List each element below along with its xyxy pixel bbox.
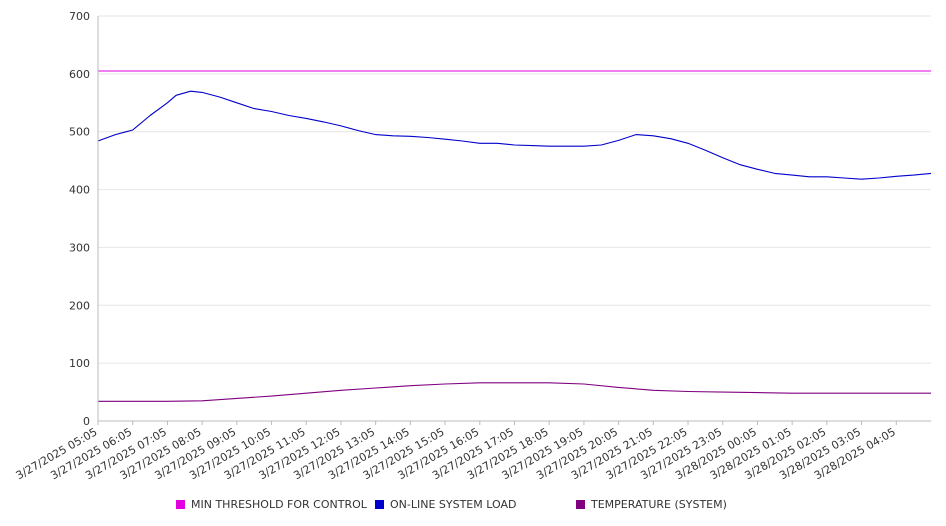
y-axis-ticks: 0 100 200 300 400 500 600 700 [69,10,90,428]
legend-item: ON-LINE SYSTEM LOAD [375,498,516,511]
y-tick-label: 0 [83,415,90,428]
legend-swatch [375,500,384,509]
legend-swatch [176,500,185,509]
legend-label: ON-LINE SYSTEM LOAD [390,498,517,511]
y-tick-label: 700 [69,10,90,23]
y-tick-label: 400 [69,184,90,197]
x-axis-ticks: 3/27/2025 05:053/27/2025 06:053/27/2025 … [14,421,898,482]
legend-label: TEMPERATURE (SYSTEM) [591,498,727,511]
y-tick-label: 200 [69,299,90,312]
y-tick-label: 500 [69,126,90,139]
series-lines [97,70,932,402]
y-tick-label: 300 [69,241,90,254]
axes [97,16,931,422]
y-tick-label: 100 [69,357,90,370]
grid-lines [98,15,931,364]
y-tick-label: 600 [69,68,90,81]
legend-item: TEMPERATURE (SYSTEM) [576,498,727,511]
legend-swatch [576,500,585,509]
legend-item: MIN THRESHOLD FOR CONTROL [176,498,367,511]
legend-label: MIN THRESHOLD FOR CONTROL [191,498,367,511]
legend: MIN THRESHOLD FOR CONTROL ON-LINE SYSTEM … [0,498,946,514]
series-line-2 [97,90,932,180]
series-line-3 [98,382,931,402]
